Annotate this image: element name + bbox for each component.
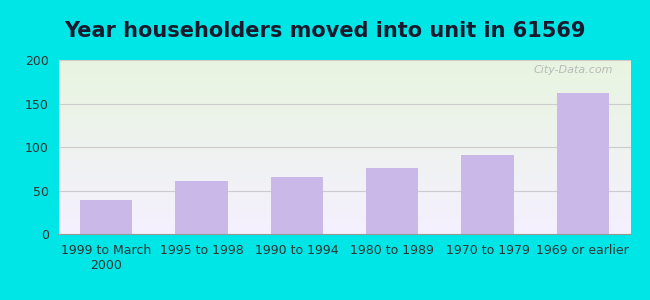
- Text: Year householders moved into unit in 61569: Year householders moved into unit in 615…: [64, 21, 586, 41]
- Bar: [80, 200, 133, 234]
- Bar: [556, 93, 609, 234]
- Bar: [176, 181, 227, 234]
- Text: City-Data.com: City-Data.com: [534, 65, 614, 75]
- Bar: [462, 155, 514, 234]
- Bar: [366, 168, 419, 234]
- Bar: [270, 178, 323, 234]
